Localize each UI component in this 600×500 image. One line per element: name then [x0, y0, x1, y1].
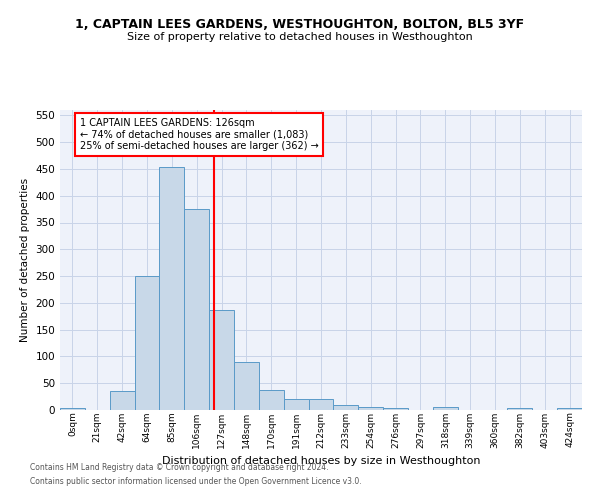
Text: Contains HM Land Registry data © Crown copyright and database right 2024.: Contains HM Land Registry data © Crown c… [30, 464, 329, 472]
Text: Contains public sector information licensed under the Open Government Licence v3: Contains public sector information licen… [30, 477, 362, 486]
X-axis label: Distribution of detached houses by size in Westhoughton: Distribution of detached houses by size … [162, 456, 480, 466]
Text: Size of property relative to detached houses in Westhoughton: Size of property relative to detached ho… [127, 32, 473, 42]
Bar [284, 400, 308, 410]
Bar [160, 168, 184, 410]
Bar [60, 408, 85, 410]
Bar [358, 408, 383, 410]
Bar [308, 400, 334, 410]
Bar [234, 362, 259, 410]
Bar [134, 276, 160, 410]
Bar [557, 408, 582, 410]
Text: 1 CAPTAIN LEES GARDENS: 126sqm
← 74% of detached houses are smaller (1,083)
25% : 1 CAPTAIN LEES GARDENS: 126sqm ← 74% of … [80, 118, 319, 151]
Text: 1, CAPTAIN LEES GARDENS, WESTHOUGHTON, BOLTON, BL5 3YF: 1, CAPTAIN LEES GARDENS, WESTHOUGHTON, B… [76, 18, 524, 30]
Bar [110, 391, 134, 410]
Bar [334, 404, 358, 410]
Bar [383, 408, 408, 410]
Bar [433, 408, 458, 410]
Bar [508, 408, 532, 410]
Bar [209, 310, 234, 410]
Y-axis label: Number of detached properties: Number of detached properties [20, 178, 30, 342]
Bar [259, 390, 284, 410]
Bar [184, 209, 209, 410]
